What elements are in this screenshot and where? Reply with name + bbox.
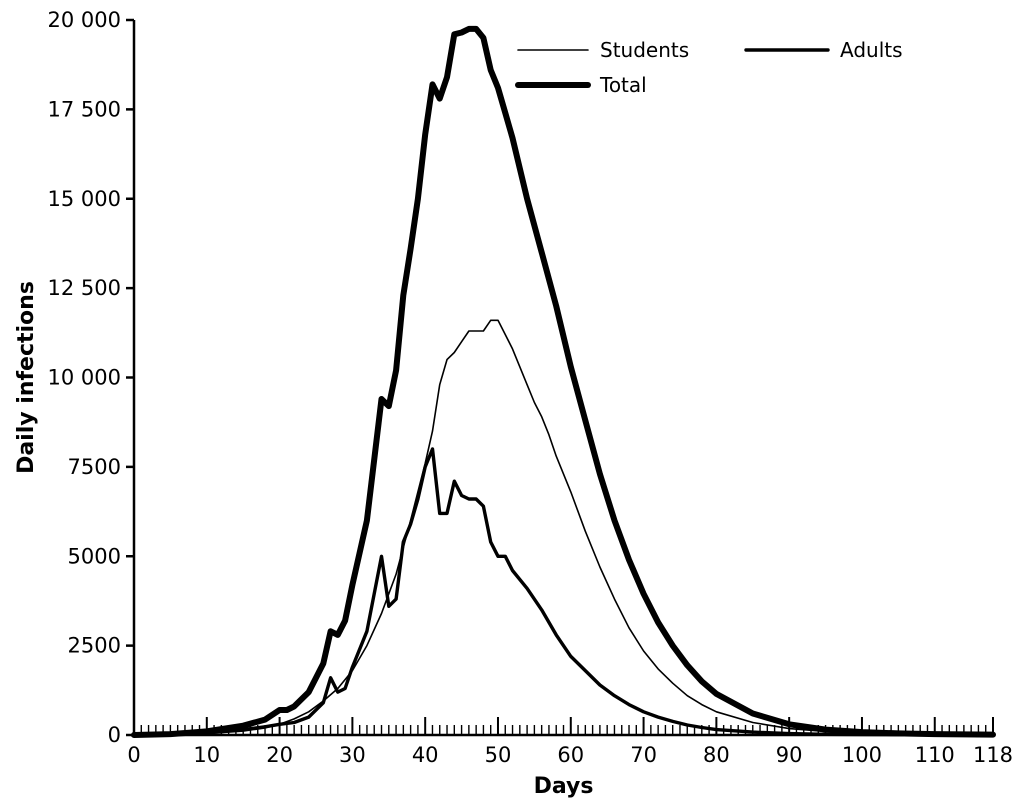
legend-label-students: Students (600, 38, 689, 62)
x-tick-label: 100 (842, 743, 882, 767)
y-axis-title: Daily infections (14, 281, 39, 474)
x-tick-label: 30 (339, 743, 366, 767)
x-axis-title: Days (534, 774, 594, 799)
y-tick-label: 2500 (68, 634, 121, 658)
legend-label-adults: Adults (840, 38, 903, 62)
series-layer (131, 25, 996, 738)
x-tick-label: 110 (915, 743, 955, 767)
legend: Students Adults Total (515, 38, 903, 97)
x-tick-label: 40 (412, 743, 439, 767)
x-tick-label: 50 (485, 743, 512, 767)
x-tick-label: 90 (776, 743, 803, 767)
legend-label-total: Total (599, 73, 647, 97)
x-tick-label: 0 (127, 743, 140, 767)
y-tick-label: 12 500 (48, 276, 121, 300)
series-line-total (131, 25, 996, 738)
x-tick-label: 80 (703, 743, 730, 767)
y-axis: 0 2500 5000 7500 10 000 12 500 15 000 17 500 20 … (48, 8, 136, 747)
series-line-adults (132, 447, 995, 737)
y-tick-label: 7500 (68, 455, 121, 479)
y-tick-label: 15 000 (48, 187, 121, 211)
series-line-students (133, 319, 994, 736)
y-tick-label: 5000 (68, 544, 121, 568)
x-axis: 0 10 20 30 40 50 60 70 80 90 100 110 118 (127, 717, 1013, 767)
x-tick-label: 118 (973, 743, 1013, 767)
x-tick-label: 60 (557, 743, 584, 767)
x-tick-label: 10 (193, 743, 220, 767)
x-tick-label: 70 (630, 743, 657, 767)
y-tick-label: 17 500 (48, 97, 121, 121)
y-tick-label: 10 000 (48, 366, 121, 390)
y-tick-label: 0 (108, 723, 121, 747)
y-tick-label: 20 000 (48, 8, 121, 32)
x-tick-label: 20 (266, 743, 293, 767)
